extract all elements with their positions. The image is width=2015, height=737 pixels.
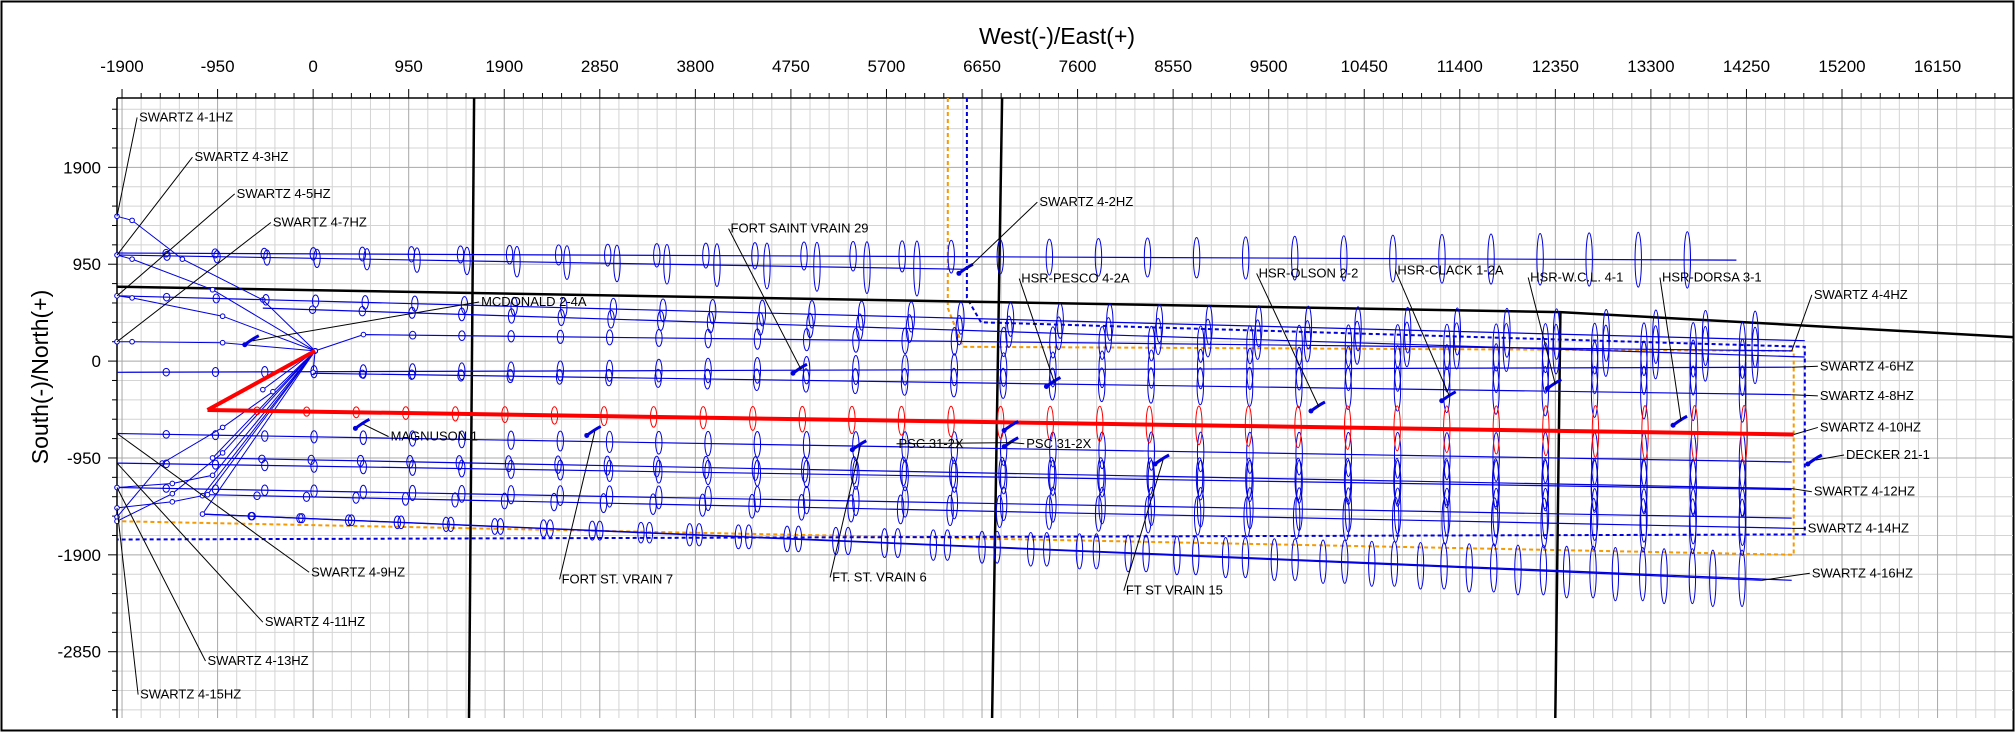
x-tick-label: 0 (308, 57, 317, 76)
survey-marker (220, 451, 225, 456)
y-tick-label: -1900 (58, 546, 101, 565)
existing-well-marker (1805, 462, 1810, 467)
survey-marker (200, 512, 205, 517)
survey-marker (130, 218, 135, 223)
well-label: SWARTZ 4-12HZ (1814, 484, 1915, 499)
well-label: HSR-OLSON 2-2 (1259, 265, 1359, 280)
x-tick-label: 2850 (581, 57, 619, 76)
well-label: SWARTZ 4-16HZ (1812, 565, 1913, 580)
x-tick-label: 950 (395, 57, 423, 76)
existing-well-marker (1002, 444, 1007, 449)
well-label: SWARTZ 4-15HZ (140, 687, 241, 702)
well-label: HSR-DORSA 3-1 (1662, 270, 1762, 285)
well-label: FT. ST. VRAIN 6 (832, 569, 927, 584)
well-label: SWARTZ 4-2HZ (1039, 194, 1133, 209)
x-tick-label: 7600 (1059, 57, 1097, 76)
existing-well-marker (1002, 428, 1007, 433)
survey-marker (170, 500, 175, 505)
x-tick-label: -950 (201, 57, 235, 76)
existing-well-marker (790, 371, 795, 376)
x-tick-label: -1900 (100, 57, 143, 76)
well-label: MCDONALD 2-4A (481, 294, 587, 309)
well-label: SWARTZ 4-8HZ (1820, 388, 1914, 403)
well-label: SWARTZ 4-4HZ (1814, 287, 1908, 302)
well-label: SWARTZ 4-7HZ (273, 214, 367, 229)
existing-well-marker (242, 342, 247, 347)
existing-well-marker (1439, 398, 1444, 403)
x-tick-label: 11400 (1437, 57, 1483, 76)
x-tick-label: 13300 (1627, 57, 1674, 76)
y-tick-label: 1900 (63, 158, 101, 177)
y-tick-label: 0 (92, 352, 101, 371)
well-label: SWARTZ 4-3HZ (194, 149, 288, 164)
well-label: HSR-CLACK 1-2A (1397, 262, 1504, 277)
well-label: FT ST VRAIN 15 (1126, 583, 1223, 598)
well-label: FORT SAINT VRAIN 29 (731, 221, 869, 236)
well-label: FORT ST. VRAIN 7 (562, 571, 674, 586)
x-tick-label: 3800 (676, 57, 714, 76)
x-tick-label: 8550 (1154, 57, 1192, 76)
well-label: SWARTZ 4-13HZ (208, 653, 309, 668)
survey-marker (130, 296, 135, 301)
survey-marker (210, 473, 215, 478)
survey-marker (220, 314, 225, 319)
existing-well-marker (1308, 408, 1313, 413)
existing-well-marker (1044, 384, 1049, 389)
survey-marker (210, 287, 215, 292)
existing-well-marker (584, 433, 589, 438)
x-tick-label: 9500 (1250, 57, 1288, 76)
survey-marker (261, 387, 266, 392)
survey-marker (170, 491, 175, 496)
x-tick-label: 1900 (485, 57, 523, 76)
survey-marker (130, 339, 135, 344)
existing-well-marker (850, 447, 855, 452)
survey-marker (210, 456, 215, 461)
x-tick-label: 4750 (772, 57, 810, 76)
well-label: SWARTZ 4-14HZ (1808, 520, 1909, 535)
well-label: SWARTZ 4-11HZ (265, 614, 365, 629)
well-label: SWARTZ 4-5HZ (237, 186, 331, 201)
existing-well-marker (353, 426, 358, 431)
well-label: SWARTZ 4-6HZ (1820, 358, 1914, 373)
well-label: PSC 31-2X (899, 436, 964, 451)
well-label: MAGNUSON 1 (391, 429, 478, 444)
existing-well-marker (956, 271, 961, 276)
survey-marker (170, 481, 175, 486)
x-axis-title: West(-)/East(+) (979, 23, 1135, 49)
well-label: DECKER 21-1 (1846, 447, 1930, 462)
y-axis-title: South(-)/North(+) (27, 290, 53, 464)
survey-marker (205, 492, 210, 497)
y-tick-label: -950 (67, 449, 101, 468)
x-tick-label: 15200 (1818, 57, 1865, 76)
well-label: SWARTZ 4-10HZ (1820, 419, 1921, 434)
x-tick-label: 12350 (1532, 57, 1579, 76)
x-tick-label: 16150 (1914, 57, 1961, 76)
well-label: PSC 31-2X (1026, 436, 1091, 451)
x-tick-label: 6650 (963, 57, 1001, 76)
existing-well-marker (1153, 462, 1158, 467)
y-tick-label: 950 (73, 255, 101, 274)
x-tick-label: 5700 (868, 57, 906, 76)
well-label: SWARTZ 4-9HZ (311, 564, 405, 579)
x-tick-label: 14250 (1723, 57, 1770, 76)
survey-marker (180, 257, 185, 262)
y-tick-label: -2850 (58, 643, 101, 662)
well-label: SWARTZ 4-1HZ (139, 109, 233, 124)
well-label: HSR-W.C.L. 4-1 (1530, 270, 1623, 285)
x-tick-label: 10450 (1341, 57, 1388, 76)
well-label: HSR-PESCO 4-2A (1021, 271, 1130, 286)
survey-marker (220, 425, 225, 430)
survey-marker (220, 340, 225, 345)
survey-marker (361, 332, 366, 337)
existing-well-marker (1545, 386, 1550, 391)
survey-marker (130, 257, 135, 262)
existing-well-marker (1671, 423, 1676, 428)
